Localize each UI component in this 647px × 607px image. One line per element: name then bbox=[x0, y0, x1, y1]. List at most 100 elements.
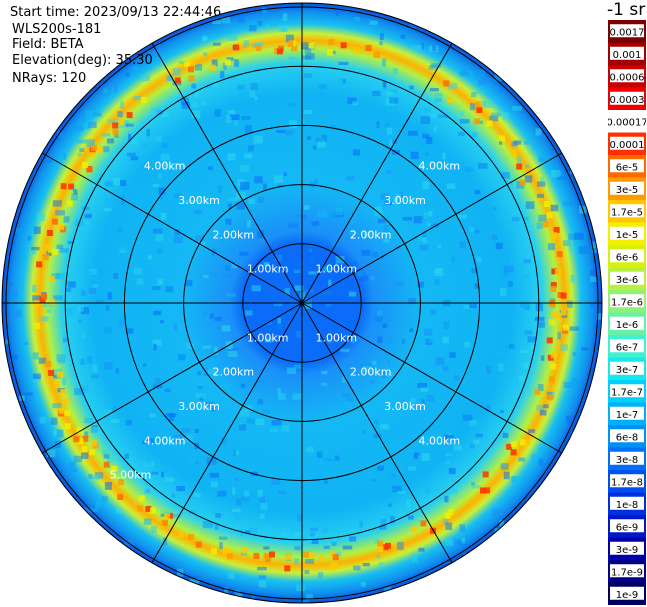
speckle-cell bbox=[489, 115, 499, 122]
speckle-cell bbox=[117, 111, 123, 118]
ring-hotspot-cell bbox=[52, 249, 59, 255]
speckle-cell bbox=[592, 241, 597, 248]
speckle-cell bbox=[247, 145, 254, 152]
speckle-cell bbox=[361, 582, 366, 587]
speckle-cell bbox=[5, 339, 9, 345]
speckle-cell bbox=[300, 118, 305, 124]
speckle-cell bbox=[178, 354, 186, 361]
speckle-cell bbox=[259, 513, 265, 519]
speckle-cell bbox=[62, 377, 67, 386]
speckle-cell bbox=[397, 512, 407, 518]
speckle-cell bbox=[257, 196, 265, 203]
speckle-cell bbox=[397, 541, 404, 550]
ring-hotspot-cell bbox=[64, 423, 71, 430]
speckle-cell bbox=[384, 201, 393, 205]
speckle-cell bbox=[77, 305, 84, 312]
speckle-cell bbox=[258, 575, 267, 580]
ring-hotspot-cell bbox=[562, 327, 569, 334]
speckle-cell bbox=[141, 143, 148, 149]
speckle-cell bbox=[294, 558, 300, 565]
ring-hotspot-cell bbox=[43, 244, 50, 251]
speckle-cell bbox=[189, 578, 200, 585]
speckle-cell bbox=[309, 243, 318, 247]
speckle-cell bbox=[469, 424, 479, 430]
ring-hotspot-cell bbox=[555, 312, 562, 319]
speckle-cell bbox=[471, 482, 475, 486]
ring-hotspot-cell bbox=[188, 533, 195, 540]
speckle-cell bbox=[568, 233, 576, 240]
ring-hotspot-cell bbox=[60, 389, 67, 396]
speckle-cell bbox=[375, 315, 383, 322]
speckle-cell bbox=[194, 90, 199, 98]
speckle-cell bbox=[264, 337, 272, 343]
speckle-cell bbox=[200, 101, 207, 106]
speckle-cell bbox=[278, 393, 286, 400]
speckle-cell bbox=[63, 153, 67, 160]
speckle-cell bbox=[207, 369, 218, 374]
speckle-cell bbox=[92, 112, 102, 117]
speckle-cell bbox=[207, 166, 213, 171]
speckle-cell bbox=[517, 156, 521, 164]
speckle-cell bbox=[89, 508, 99, 512]
speckle-cell bbox=[326, 337, 334, 344]
speckle-cell bbox=[323, 480, 329, 484]
speckle-cell bbox=[288, 120, 298, 128]
speckle-cell bbox=[125, 123, 134, 127]
speckle-cell bbox=[132, 66, 139, 70]
speckle-cell bbox=[503, 269, 509, 277]
speckle-cell bbox=[411, 191, 420, 197]
colorbar-label-bg bbox=[610, 384, 644, 398]
speckle-cell bbox=[232, 487, 236, 496]
speckle-cell bbox=[278, 491, 287, 495]
speckle-cell bbox=[506, 405, 510, 409]
speckle-cell bbox=[392, 139, 397, 144]
speckle-cell bbox=[343, 281, 353, 287]
speckle-cell bbox=[121, 196, 125, 205]
speckle-cell bbox=[374, 538, 380, 544]
speckle-cell bbox=[173, 434, 183, 442]
speckle-cell bbox=[442, 153, 446, 160]
range-ring-label: 3.00km bbox=[384, 400, 426, 413]
speckle-cell bbox=[481, 100, 486, 107]
speckle-cell bbox=[281, 425, 290, 432]
speckle-cell bbox=[389, 139, 394, 146]
speckle-cell bbox=[149, 413, 156, 418]
speckle-cell bbox=[153, 303, 162, 311]
speckle-cell bbox=[371, 251, 379, 258]
speckle-cell bbox=[319, 84, 327, 90]
colorbar-label-bg bbox=[610, 46, 644, 60]
colorbar-label: 0.00017 bbox=[608, 117, 646, 128]
colorbar-label: 1.7e-7 bbox=[611, 387, 643, 398]
speckle-cell bbox=[125, 419, 133, 426]
speckle-cell bbox=[537, 181, 546, 187]
ring-hotspot-cell bbox=[48, 370, 55, 376]
speckle-cell bbox=[277, 388, 281, 395]
speckle-cell bbox=[328, 279, 332, 287]
speckle-cell bbox=[393, 68, 398, 75]
ring-hotspot-cell bbox=[524, 439, 531, 446]
speckle-cell bbox=[471, 91, 477, 98]
speckle-cell bbox=[51, 273, 60, 279]
speckle-cell bbox=[523, 306, 531, 311]
speckle-cell bbox=[443, 366, 449, 372]
speckle-cell bbox=[176, 486, 186, 492]
ring-hotspot-cell bbox=[137, 505, 144, 512]
speckle-cell bbox=[211, 407, 215, 412]
speckle-cell bbox=[164, 477, 175, 483]
speckle-cell bbox=[81, 290, 86, 296]
ring-hotspot-cell bbox=[365, 45, 372, 51]
azimuth-spoke bbox=[301, 302, 563, 454]
speckle-cell bbox=[166, 75, 173, 82]
colorbar-label-bg bbox=[610, 541, 644, 555]
speckle-cell bbox=[536, 193, 544, 198]
speckle-cell bbox=[87, 190, 96, 195]
speckle-cell bbox=[478, 79, 487, 86]
speckle-cell bbox=[581, 347, 589, 351]
ring-hotspot-cell bbox=[287, 40, 294, 47]
ring-hotspot-cell bbox=[118, 479, 124, 486]
speckle-cell bbox=[459, 119, 470, 124]
speckle-cell bbox=[113, 273, 118, 279]
azimuth-spoke bbox=[151, 302, 303, 564]
ring-hotspot-cell bbox=[332, 554, 339, 561]
ring-hotspot-cell bbox=[480, 487, 486, 494]
